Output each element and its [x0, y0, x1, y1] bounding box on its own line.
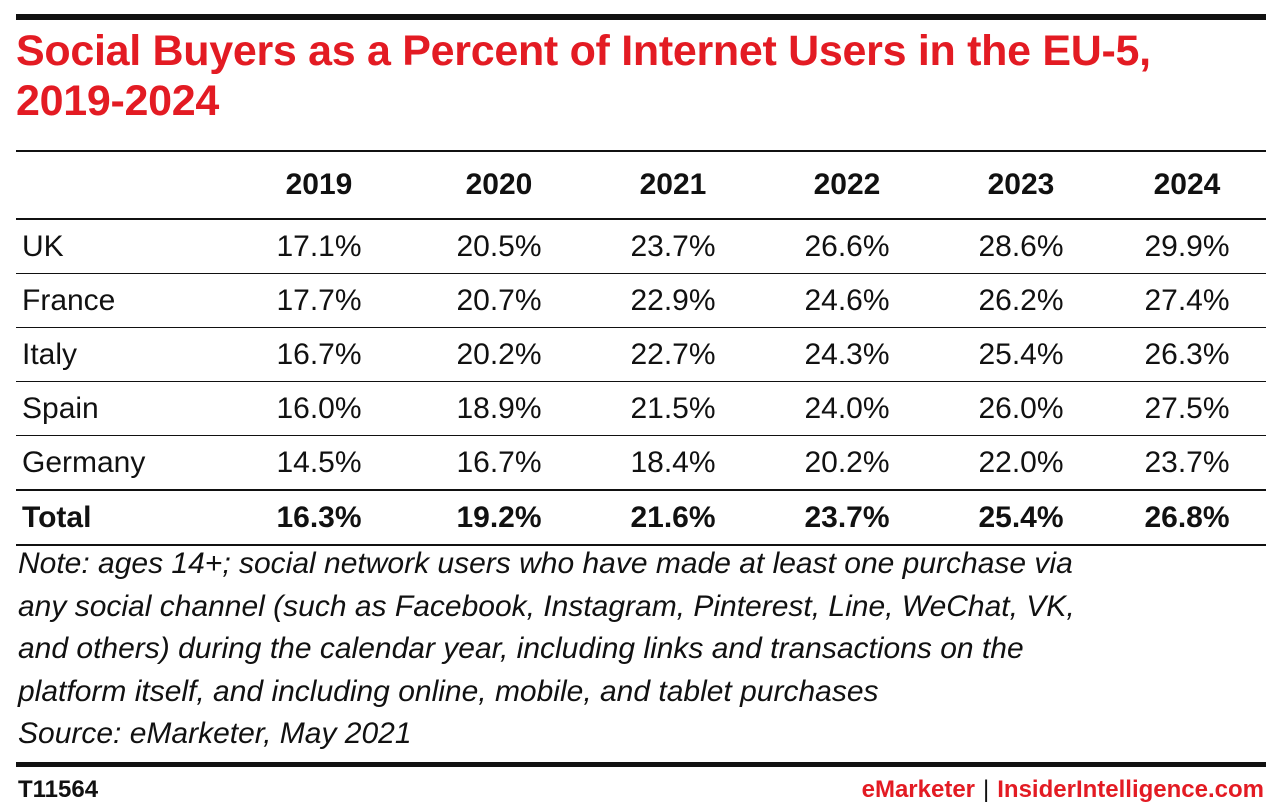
note-line: any social channel (such as Facebook, In…	[18, 589, 1075, 623]
row-label: France	[16, 273, 226, 328]
table-cell: 27.5%	[1108, 381, 1266, 436]
top-rule	[16, 14, 1266, 20]
header-stub	[16, 152, 226, 220]
table-cell: 20.2%	[760, 435, 934, 491]
table-row-total: Total 16.3% 19.2% 21.6% 23.7% 25.4% 26.8…	[16, 489, 1266, 546]
row-label: Germany	[16, 435, 226, 491]
table-cell: 20.7%	[412, 273, 586, 328]
table-cell: 16.7%	[226, 327, 412, 382]
table-cell: 20.5%	[412, 219, 586, 274]
table-cell: 27.4%	[1108, 273, 1266, 328]
table-cell: 22.7%	[586, 327, 760, 382]
table-cell: 16.7%	[412, 435, 586, 491]
note-line: platform itself, and including online, m…	[18, 674, 879, 708]
table-cell: 26.3%	[1108, 327, 1266, 382]
table-cell: 22.0%	[934, 435, 1108, 491]
brand-separator: |	[983, 776, 990, 803]
table-cell: 23.7%	[760, 489, 934, 546]
table-cell: 17.7%	[226, 273, 412, 328]
row-label: UK	[16, 219, 226, 274]
table-cell: 26.2%	[934, 273, 1108, 328]
chart-title: Social Buyers as a Percent of Internet U…	[16, 27, 1151, 125]
chart-note: Note: ages 14+; social network users who…	[18, 543, 1268, 756]
table-cell: 22.9%	[586, 273, 760, 328]
note-line: Note: ages 14+; social network users who…	[18, 547, 1073, 580]
table-cell: 20.2%	[412, 327, 586, 382]
column-header-2021: 2021	[586, 152, 760, 220]
data-table: 2019 2020 2021 2022 2023 2024 UK 17.1% 2…	[16, 152, 1266, 546]
table-cell: 17.1%	[226, 219, 412, 274]
table-cell: 21.6%	[586, 489, 760, 546]
table-cell: 25.4%	[934, 327, 1108, 382]
footer-brand: eMarketer | InsiderIntelligence.com	[862, 776, 1264, 804]
column-header-2020: 2020	[412, 152, 586, 220]
table-cell: 28.6%	[934, 219, 1108, 274]
table-cell: 29.9%	[1108, 219, 1266, 274]
column-header-2023: 2023	[934, 152, 1108, 220]
title-rule	[16, 150, 1266, 152]
row-label: Italy	[16, 327, 226, 382]
emarketer-logo-text: eMarketer	[861, 776, 976, 803]
table-row-uk: UK 17.1% 20.5% 23.7% 26.6% 28.6% 29.9%	[16, 219, 1266, 274]
note-line: and others) during the calendar year, in…	[18, 632, 1024, 665]
column-header-2024: 2024	[1108, 152, 1266, 220]
table-cell: 21.5%	[586, 381, 760, 436]
table-row-italy: Italy 16.7% 20.2% 22.7% 24.3% 25.4% 26.3…	[16, 327, 1266, 382]
table-cell: 16.0%	[226, 381, 412, 436]
table-row-germany: Germany 14.5% 16.7% 18.4% 20.2% 22.0% 23…	[16, 435, 1266, 491]
table-cell: 14.5%	[226, 435, 412, 491]
bottom-rule	[16, 762, 1266, 767]
table-cell: 23.7%	[1108, 435, 1266, 491]
table-cell: 16.3%	[226, 489, 412, 546]
chart-id: T11564	[18, 776, 99, 803]
table-cell: 26.0%	[934, 381, 1108, 436]
insider-intelligence-link[interactable]: InsiderIntelligence.com	[997, 776, 1264, 803]
column-header-2019: 2019	[226, 152, 412, 220]
table-cell: 23.7%	[586, 219, 760, 274]
header-row: 2019 2020 2021 2022 2023 2024	[16, 152, 1266, 220]
table-cell: 24.0%	[760, 381, 934, 436]
column-header-2022: 2022	[760, 152, 934, 220]
table-cell: 18.9%	[412, 381, 586, 436]
table-cell: 26.8%	[1108, 489, 1266, 546]
table-cell: 26.6%	[760, 219, 934, 274]
table-cell: 19.2%	[412, 489, 586, 546]
table-cell: 24.3%	[760, 327, 934, 382]
row-label: Total	[16, 489, 226, 546]
table-cell: 24.6%	[760, 273, 934, 328]
table-cell: 25.4%	[934, 489, 1108, 546]
table-row-spain: Spain 16.0% 18.9% 21.5% 24.0% 26.0% 27.5…	[16, 381, 1266, 436]
chart-source: Source: eMarketer, May 2021	[18, 717, 412, 750]
row-label: Spain	[16, 381, 226, 436]
table-row-france: France 17.7% 20.7% 22.9% 24.6% 26.2% 27.…	[16, 273, 1266, 328]
table-cell: 18.4%	[586, 435, 760, 491]
